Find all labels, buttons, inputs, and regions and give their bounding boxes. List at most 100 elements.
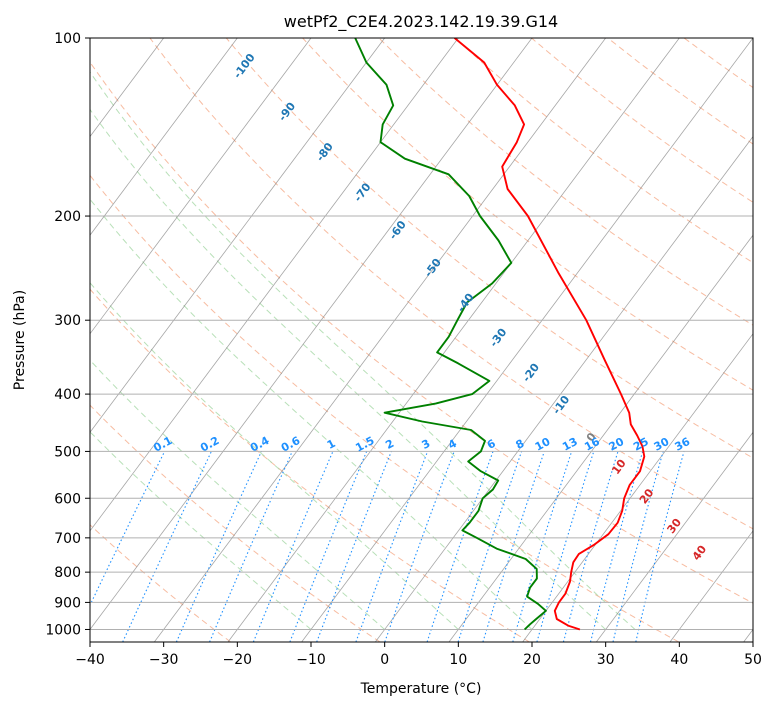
x-tick-label: −20 [223,652,253,668]
y-tick-label: 100 [54,31,81,47]
moist-adiabat [90,359,386,630]
isotherm-label: -20 [520,361,543,385]
isotherm-line [90,38,459,532]
mixing-ratio-line [482,451,545,642]
chart-title: wetPf2_C2E4.2023.142.19.39.G14 [284,12,558,32]
mixing-ratio-line [562,451,619,642]
isotherm-line [90,38,533,631]
x-tick-label: 50 [744,652,762,668]
isotherm-label: -40 [454,291,477,315]
mixing-ratio-label: 25 [631,435,651,454]
x-tick-label: 20 [523,652,541,668]
mixing-ratio-label: 3 [420,437,433,452]
dry-adiabat [302,38,753,391]
temperature-line [453,38,646,631]
background-lines [90,38,775,642]
isotherm-line [448,234,753,642]
x-tick-label: 10 [449,652,467,668]
y-tick-label: 600 [54,491,81,507]
y-tick-label: 700 [54,531,81,547]
isotherm-line [301,38,753,642]
x-tick-label: −10 [296,652,326,668]
mixing-ratio-line [209,451,293,642]
y-tick-label: 1000 [45,622,81,638]
mixing-ratio-line [289,451,368,642]
moist-adiabat [90,282,459,630]
y-tick-label: 200 [54,209,81,225]
mixing-ratio-label: 16 [582,435,602,454]
x-tick-label: −30 [149,652,179,668]
isotherm-label: -60 [387,218,410,242]
dewpoint-line [354,38,547,631]
isotherm-label: -10 [550,393,573,417]
x-axis-label: Temperature (°C) [360,681,482,697]
mixing-ratio-label: 8 [514,437,527,452]
isotherm-label: 40 [690,543,710,563]
dry-adiabat [90,174,680,642]
isotherm-label: 30 [665,516,685,536]
mixing-ratio-label: 6 [485,437,498,452]
isotherm-line [595,431,753,642]
y-axis: 100 200 300 400 500 600 700 800 900 1000 [45,31,90,638]
isotherm-label: -50 [422,256,445,280]
mixing-ratio-label: 13 [560,435,580,454]
moist-adiabat [90,108,607,630]
mixing-ratio-label: 4 [446,437,459,452]
y-axis-label: Pressure (hPa) [12,290,28,390]
mixing-ratio-line [426,451,494,642]
x-tick-label: 40 [670,652,688,668]
isotherm-line [153,38,606,642]
isotherm-label: -100 [231,51,258,81]
mixing-ratio-label: 10 [533,435,553,454]
mixing-ratio-line [384,451,455,642]
y-tick-label: 400 [54,387,81,403]
mixing-ratio-line [355,451,429,642]
mixing-ratio-line [536,451,595,642]
moist-adiabat [90,431,312,630]
mixing-ratio-line [175,451,262,642]
mixing-ratio-line [612,451,664,642]
x-tick-label: −40 [75,652,105,668]
moist-adiabat [90,198,533,630]
isotherm-label: -80 [314,140,337,164]
x-tick-label: 0 [380,652,389,668]
isotherm-line [374,135,753,642]
x-tick-label: 30 [597,652,615,668]
y-tick-label: 800 [54,565,81,581]
y-tick-label: 900 [54,595,81,611]
mixing-ratio-label: 30 [652,435,672,454]
plot-frame [89,37,754,643]
isotherm-line [90,38,312,335]
mixing-ratio-line [122,451,212,642]
dry-adiabat [149,38,753,530]
sounding-profiles [354,38,646,631]
x-axis: −40 −30 −20 −10 0 10 20 30 40 50 [75,642,762,668]
mixing-ratio-line [90,451,166,607]
dry-adiabat [90,288,530,642]
isotherm-line [669,530,753,642]
isotherm-line [227,38,680,642]
dry-adiabat [90,404,381,642]
dry-adiabat [761,38,775,642]
moist-adiabat [90,71,636,630]
mixing-ratio-label: 36 [673,435,693,454]
isotherm-line [90,38,385,433]
mixing-ratio-line [457,451,523,642]
isotherm-label: -90 [276,100,299,124]
isotherm-label: -70 [351,180,374,204]
isotherm-line [522,333,753,642]
y-tick-label: 500 [54,444,81,460]
mixing-ratio-line [512,451,573,642]
mixing-ratio-line [589,451,644,642]
dry-adiabat [90,61,753,604]
isotherm-line [90,38,238,236]
mixing-ratio-label: 20 [607,435,627,454]
mixing-ratio-label: 2 [383,437,396,452]
mixing-ratio-line [316,451,392,642]
mixing-ratio-line [635,451,685,642]
mixing-ratio-line [252,451,334,642]
dry-adiabat [531,38,753,203]
dry-adiabat [378,38,753,326]
mixing-ratio-label: 1 [325,437,338,452]
